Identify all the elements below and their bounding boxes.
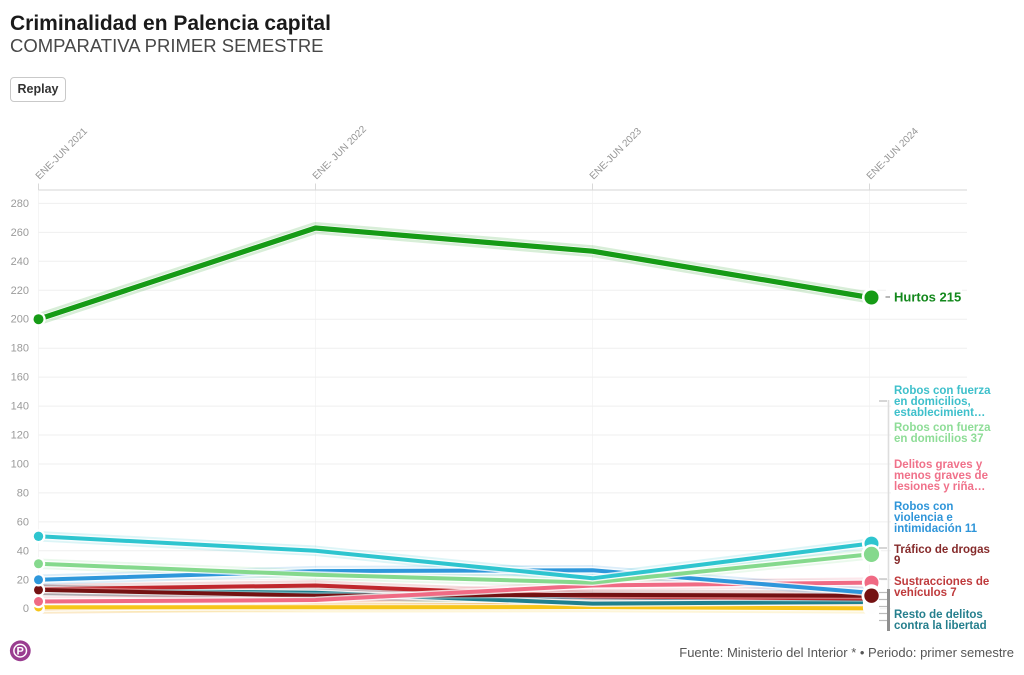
svg-text:240: 240 (11, 256, 29, 268)
svg-text:260: 260 (11, 227, 29, 239)
svg-text:160: 160 (11, 372, 29, 384)
svg-text:0: 0 (23, 603, 29, 615)
svg-text:140: 140 (11, 401, 29, 413)
svg-text:80: 80 (17, 487, 29, 499)
svg-text:100: 100 (11, 459, 29, 471)
svg-text:180: 180 (11, 343, 29, 355)
svg-text:40: 40 (17, 545, 29, 557)
svg-text:20: 20 (17, 574, 29, 586)
svg-text:60: 60 (17, 516, 29, 528)
svg-text:280: 280 (11, 198, 29, 210)
svg-text:Hurtos 215: Hurtos 215 (894, 290, 961, 305)
svg-text:120: 120 (11, 430, 29, 442)
svg-text:220: 220 (11, 285, 29, 297)
svg-text:200: 200 (11, 314, 29, 326)
svg-text:P: P (17, 646, 24, 658)
